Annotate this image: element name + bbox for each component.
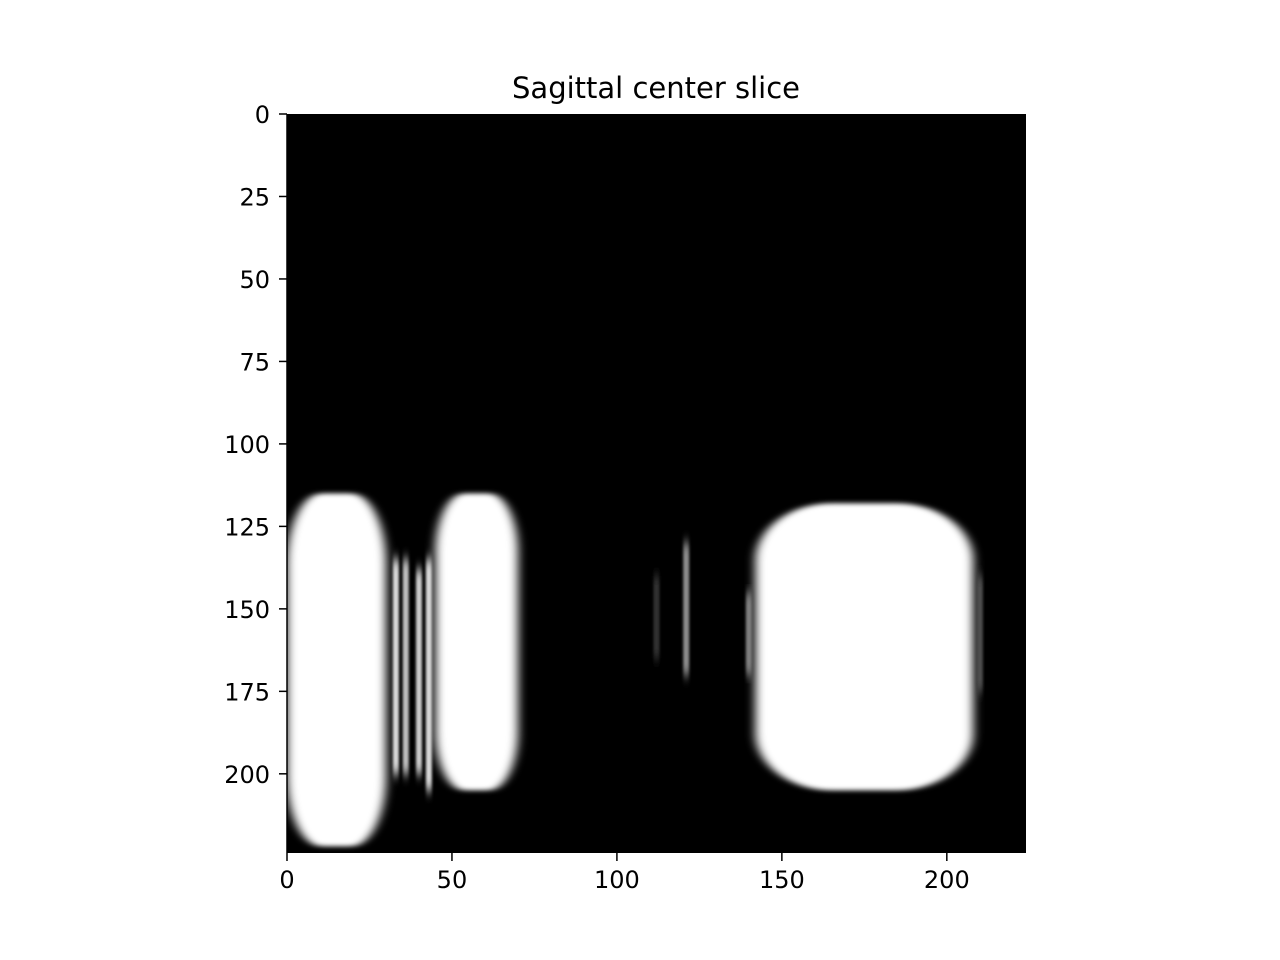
y-tick-label: 125 [224,513,270,541]
vertical-streak-2 [402,559,409,774]
x-tick-label: 100 [594,866,640,894]
bright-region-1 [287,493,386,847]
axes: 0 50 100 150 200 0 25 50 75 100 125 150 175 200 [224,101,970,894]
x-tick-label: 200 [924,866,970,894]
x-tick-label: 50 [437,866,468,894]
vertical-streak-1 [392,559,399,774]
y-tick-label: 100 [224,431,270,459]
vertical-streak-8 [976,575,983,692]
x-tick-label: 150 [759,866,805,894]
chart-title: Sagittal center slice [512,71,800,105]
y-tick-label: 200 [224,761,270,789]
plot-area [287,114,1026,853]
y-tick-label: 175 [224,678,270,706]
x-tick-label: 0 [279,866,294,894]
y-tick-label: 0 [255,101,270,129]
bright-regions [287,493,974,847]
y-tick-label: 150 [224,596,270,624]
vertical-streak-4 [425,559,432,791]
bright-region-3 [755,503,974,791]
bright-region-2 [435,493,518,791]
vertical-streak-6 [653,575,660,659]
y-tick-label: 25 [239,183,270,211]
x-axis-ticks: 0 50 100 150 200 [279,853,970,894]
y-tick-label: 50 [239,266,270,294]
vertical-streak-7 [745,592,752,675]
vertical-streak-5 [683,542,690,675]
vertical-streak-3 [415,569,422,774]
y-axis-ticks: 0 25 50 75 100 125 150 175 200 [224,101,287,789]
y-tick-label: 75 [239,348,270,376]
vertical-streaks [392,542,983,791]
